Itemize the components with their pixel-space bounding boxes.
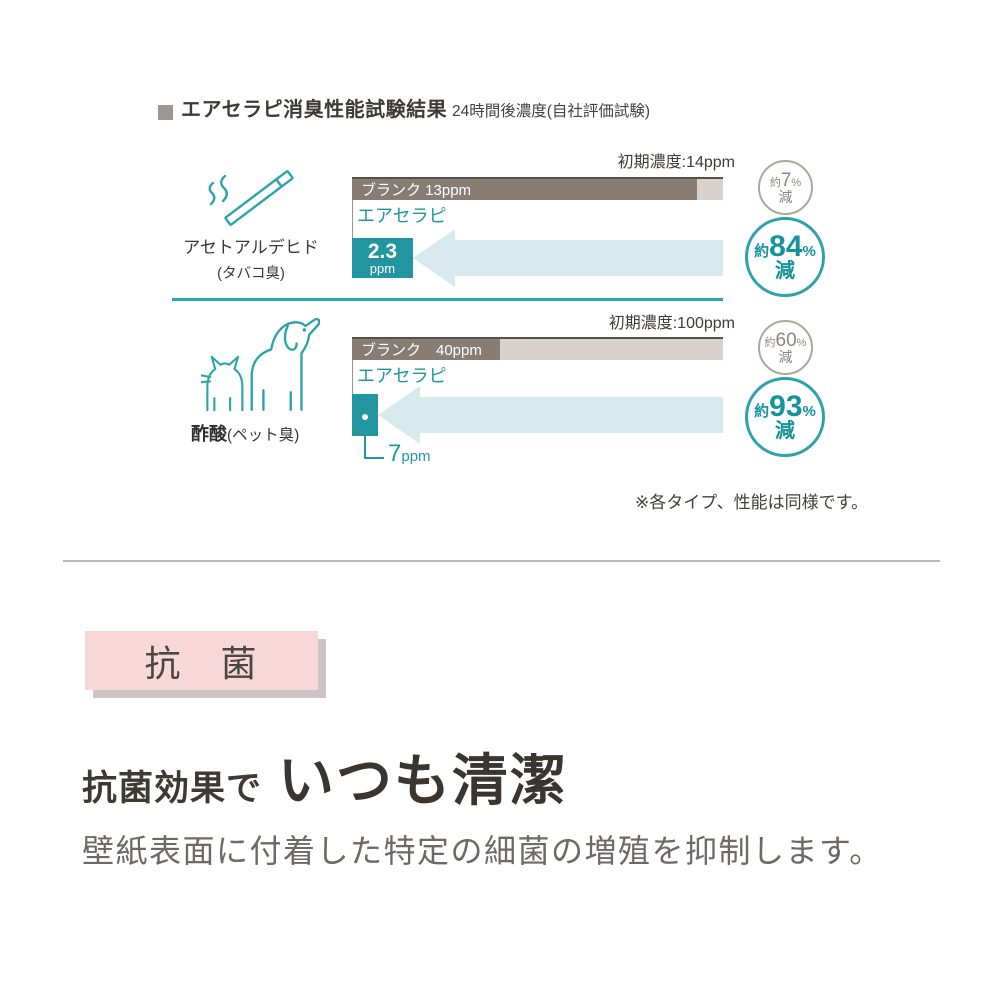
cigarette-icon xyxy=(208,170,294,226)
arrow-head-icon xyxy=(412,229,455,287)
dog-icon xyxy=(250,317,320,412)
result-value: 2.3 xyxy=(367,239,398,263)
arrow-body xyxy=(419,397,723,433)
reduction-word: 減 xyxy=(775,259,795,282)
antibacterial-headline: 抗菌効果で いつも清潔 xyxy=(82,736,568,817)
percent-sign: % xyxy=(802,402,816,420)
result-value: 7 xyxy=(388,440,402,467)
callout-line xyxy=(364,457,384,459)
percent-sign: % xyxy=(802,242,816,260)
headline-main: いつも清潔 xyxy=(278,749,569,812)
blank-bar-fill: ブランク 13ppm xyxy=(352,179,697,200)
section-marker-square-icon xyxy=(158,105,173,120)
blank-reduction-badge: 約 7% 減 xyxy=(758,160,813,215)
reduction-word: 減 xyxy=(775,419,795,442)
arrow-head-icon xyxy=(377,386,420,444)
result-callout: 7 ppm xyxy=(388,440,431,468)
category-label-acetaldehyde: アセトアルデヒド (タバコ臭) xyxy=(168,233,334,283)
initial-concentration-label: 初期濃度:14ppm xyxy=(617,154,735,171)
antibacterial-body-text: 壁紙表面に付着した特定の細菌の増殖を抑制します。 xyxy=(82,833,883,869)
category-label-acetic-acid: 酢酸(ペット臭) xyxy=(191,420,299,446)
blank-bar-track: ブランク 40ppm xyxy=(352,337,723,360)
reduction-value: 7 xyxy=(780,169,792,191)
blank-bar-label: ブランク 40ppm xyxy=(361,341,482,359)
reduction-arrow xyxy=(377,386,723,444)
approx-label: 約 xyxy=(769,176,781,189)
percent-sign: % xyxy=(791,176,802,189)
section-divider xyxy=(63,560,940,562)
product-reduction-badge: 約 84% 減 xyxy=(745,217,825,297)
reduction-arrow xyxy=(412,229,723,287)
blank-bar-label: ブランク 13ppm xyxy=(361,181,472,199)
axis-line xyxy=(352,360,353,394)
product-reduction-badge: 約 93% 減 xyxy=(745,377,825,457)
approx-label: 約 xyxy=(754,242,770,260)
category-name: アセトアルデヒド xyxy=(183,238,319,257)
cat-icon xyxy=(201,355,244,412)
result-bar-track: 7 ppm xyxy=(352,386,723,467)
reduction-word: 減 xyxy=(778,188,793,205)
callout-line xyxy=(364,420,366,458)
initial-concentration-label: 初期濃度:100ppm xyxy=(608,315,735,332)
blank-reduction-badge: 約 60% 減 xyxy=(758,320,813,375)
result-bar-track: 2.3 ppm xyxy=(352,229,723,287)
chart-footnote: ※各タイプ、性能は同様です。 xyxy=(634,493,868,512)
callout-dot xyxy=(362,414,368,420)
result-value-box: 2.3 ppm xyxy=(352,238,413,278)
reduction-value: 60 xyxy=(775,329,797,351)
approx-label: 約 xyxy=(754,402,770,420)
result-unit: ppm xyxy=(369,260,396,276)
headline-lead: 抗菌効果で xyxy=(82,769,263,808)
antibacterial-badge: 抗 菌 xyxy=(85,631,318,690)
arrow-body xyxy=(454,240,723,276)
blank-bar-fill: ブランク 40ppm xyxy=(352,339,501,360)
approx-label: 約 xyxy=(764,336,776,349)
section-subtitle: 24時間後濃度(自社評価試験) xyxy=(452,103,651,120)
category-note: (タバコ臭) xyxy=(217,266,285,282)
blank-bar-track: ブランク 13ppm xyxy=(352,177,723,200)
result-unit: ppm xyxy=(401,448,431,465)
reduction-word: 減 xyxy=(778,348,793,365)
product-label: エアセラピ xyxy=(357,366,447,386)
reduction-value: 84 xyxy=(769,229,803,263)
section-title: エアセラピ消臭性能試験結果 xyxy=(181,99,448,121)
reduction-value: 93 xyxy=(769,389,803,423)
product-label: エアセラピ xyxy=(357,206,447,226)
category-name: 酢酸 xyxy=(191,424,227,444)
axis-line xyxy=(352,200,353,238)
row-divider xyxy=(172,298,723,301)
category-note: (ペット臭) xyxy=(227,427,300,444)
percent-sign: % xyxy=(796,336,807,349)
